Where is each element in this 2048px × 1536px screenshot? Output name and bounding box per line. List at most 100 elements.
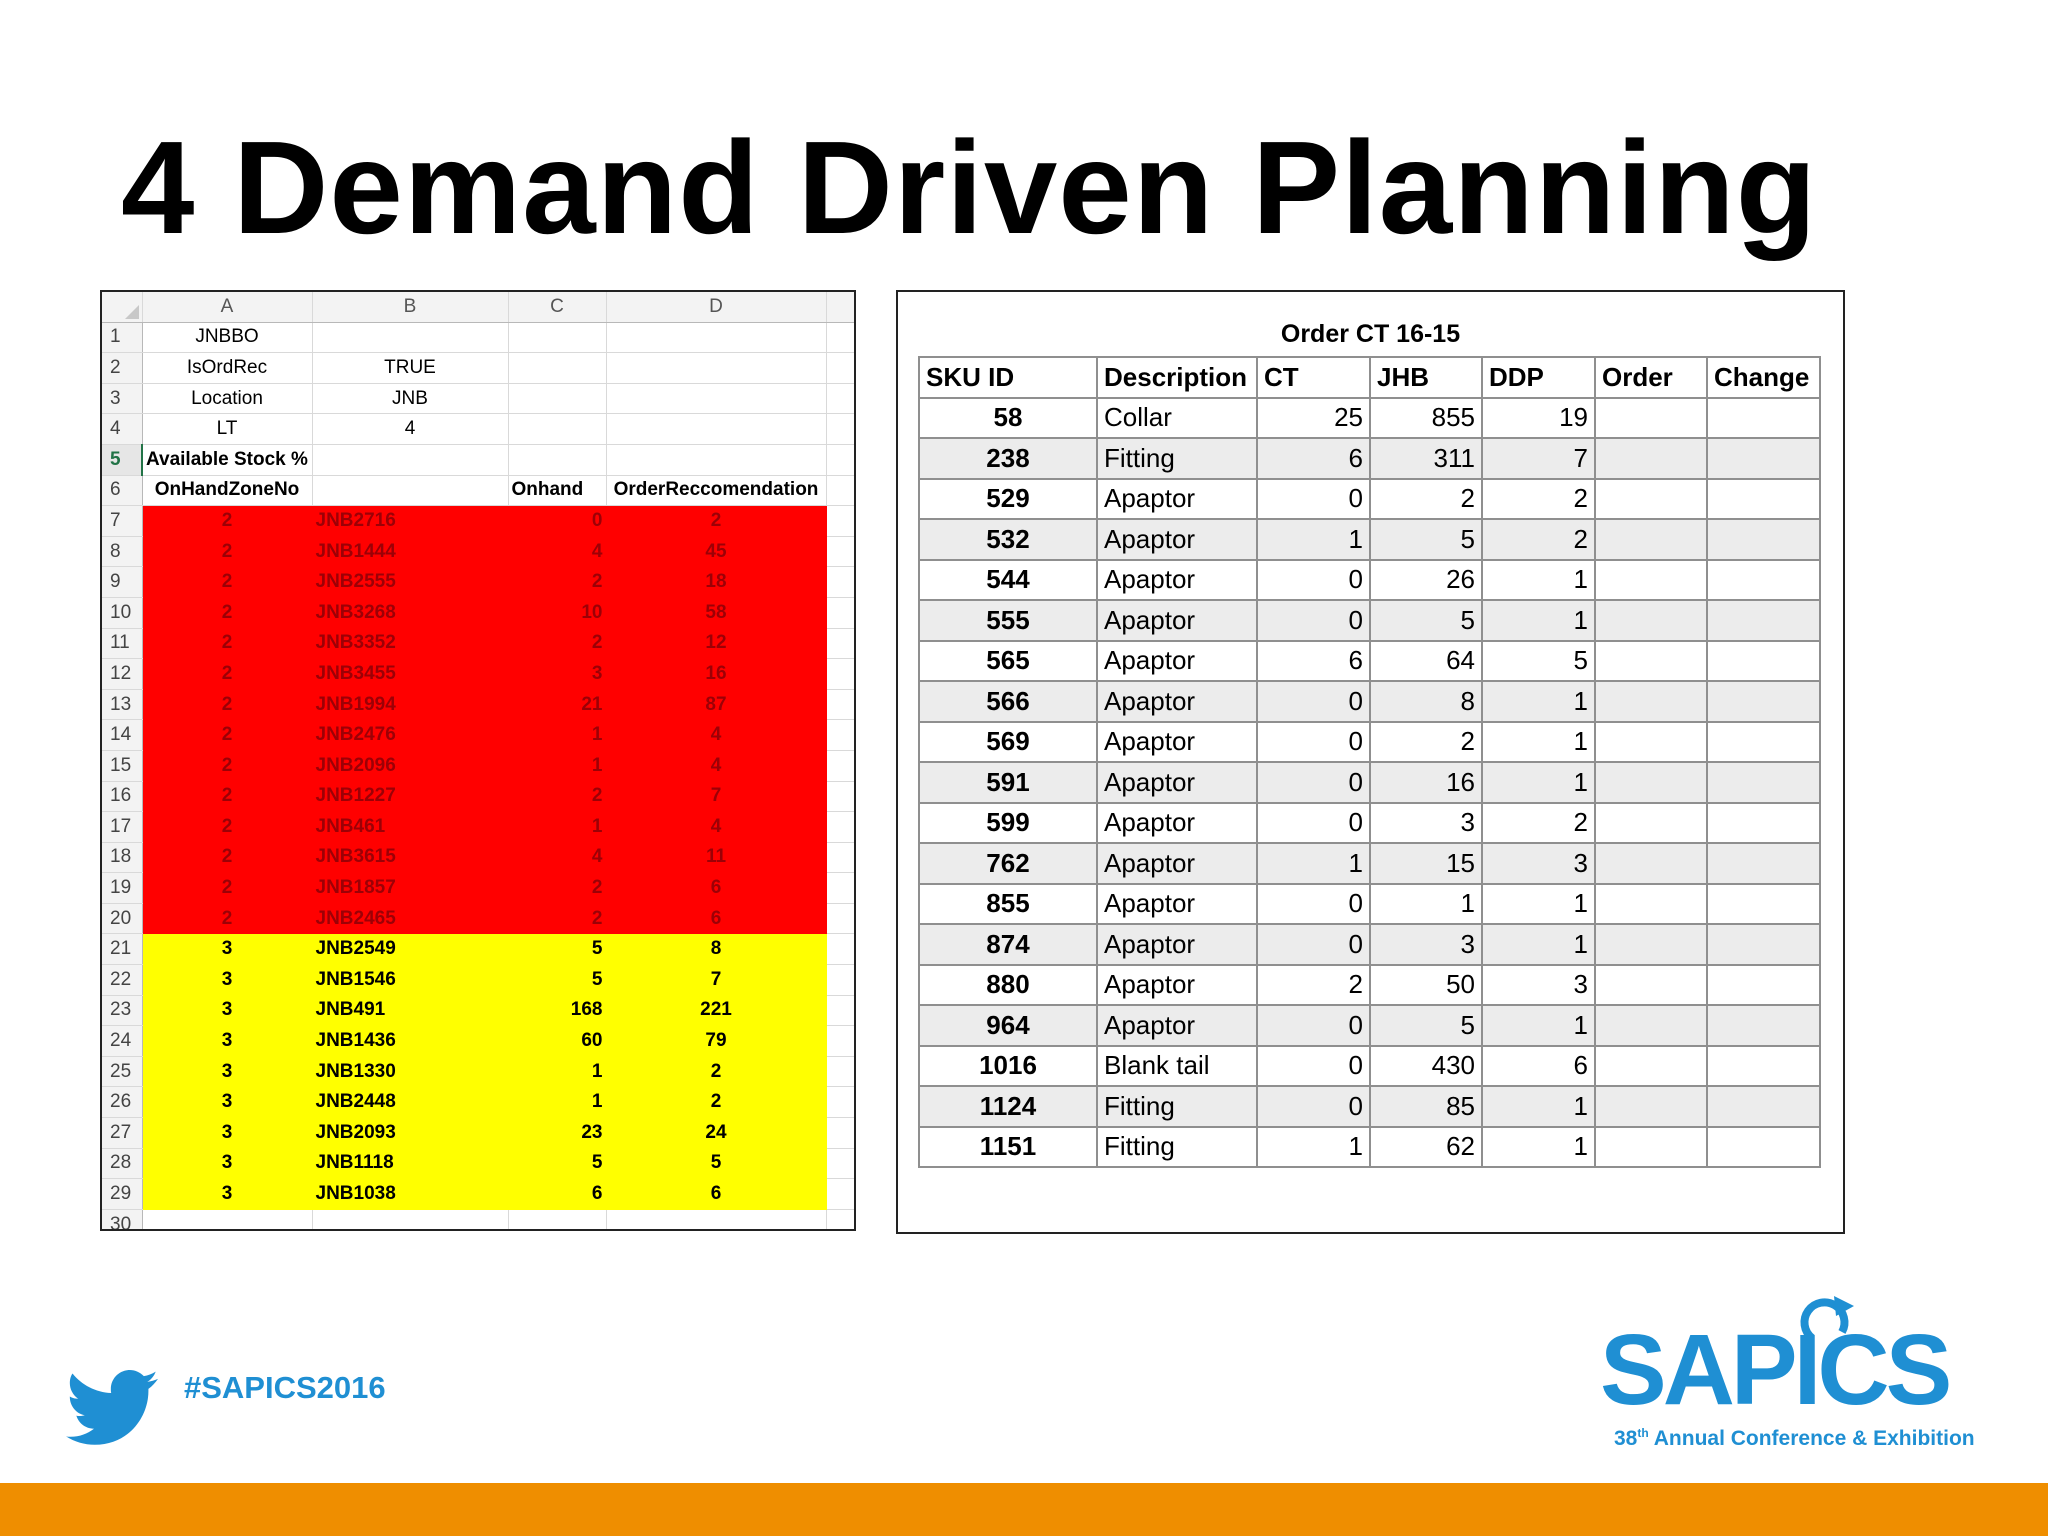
row-header[interactable]: 4 bbox=[102, 413, 143, 445]
empty-cell[interactable] bbox=[508, 1209, 607, 1229]
cell-order-recommendation[interactable]: 4 bbox=[606, 719, 827, 751]
cell-onhand[interactable]: 168 bbox=[508, 995, 607, 1027]
cell-order-recommendation[interactable]: 221 bbox=[606, 995, 827, 1027]
cell-zone[interactable]: 2 bbox=[142, 872, 313, 904]
cell-e[interactable] bbox=[826, 903, 854, 935]
cell-onhand[interactable]: 5 bbox=[508, 964, 607, 996]
row-header[interactable]: 30 bbox=[102, 1209, 143, 1229]
cell-change[interactable] bbox=[1706, 518, 1821, 561]
cell-zone[interactable]: 2 bbox=[142, 719, 313, 751]
cell-onhand[interactable]: 23 bbox=[508, 1117, 607, 1149]
cell-e[interactable] bbox=[826, 872, 854, 904]
cell-zone[interactable]: 3 bbox=[142, 1148, 313, 1180]
cell-order-recommendation[interactable]: 2 bbox=[606, 1056, 827, 1088]
cell-sku[interactable]: JNB1330 bbox=[312, 1056, 509, 1088]
cell-zone[interactable]: 3 bbox=[142, 1178, 313, 1210]
cell-change[interactable] bbox=[1706, 1004, 1821, 1047]
cell-sku[interactable]: JNB2096 bbox=[312, 750, 509, 782]
row-header[interactable]: 12 bbox=[102, 658, 143, 690]
cell-onhand[interactable]: 1 bbox=[508, 1056, 607, 1088]
cell-change[interactable] bbox=[1706, 801, 1821, 844]
cell-e[interactable] bbox=[826, 352, 854, 384]
cell-sku[interactable]: JNB3615 bbox=[312, 842, 509, 874]
cell-e[interactable] bbox=[826, 750, 854, 782]
cell-order-recommendation[interactable]: 87 bbox=[606, 689, 827, 721]
cell-e[interactable] bbox=[826, 719, 854, 751]
cell-zone[interactable]: 2 bbox=[142, 781, 313, 813]
row-header[interactable]: 1 bbox=[102, 322, 143, 354]
cell-zone[interactable]: 2 bbox=[142, 689, 313, 721]
row-header[interactable]: 28 bbox=[102, 1148, 143, 1180]
cell-onhand[interactable]: 5 bbox=[508, 933, 607, 966]
cell-c[interactable] bbox=[508, 383, 607, 415]
cell-d[interactable] bbox=[606, 383, 827, 415]
cell-c[interactable] bbox=[508, 352, 607, 384]
cell-change[interactable] bbox=[1706, 1125, 1821, 1168]
cell-sku[interactable]: JNB1994 bbox=[312, 689, 509, 721]
cell-e[interactable] bbox=[826, 1086, 854, 1119]
cell-order[interactable] bbox=[1594, 1085, 1708, 1128]
cell-change[interactable] bbox=[1706, 477, 1821, 520]
cell-b[interactable] bbox=[312, 444, 509, 476]
cell-e[interactable] bbox=[826, 1178, 854, 1210]
cell-b[interactable] bbox=[312, 475, 509, 507]
row-header[interactable]: 3 bbox=[102, 383, 143, 415]
cell-sku[interactable]: JNB2465 bbox=[312, 903, 509, 935]
cell-a[interactable]: JNBBO bbox=[142, 322, 313, 354]
cell-d[interactable] bbox=[606, 444, 827, 476]
cell-order[interactable] bbox=[1594, 680, 1708, 723]
cell-e[interactable] bbox=[826, 1056, 854, 1088]
cell-order-recommendation[interactable]: 6 bbox=[606, 872, 827, 904]
cell-e[interactable] bbox=[826, 383, 854, 415]
cell-change[interactable] bbox=[1706, 923, 1821, 966]
column-header-a[interactable]: A bbox=[142, 292, 313, 323]
empty-cell[interactable] bbox=[142, 1209, 313, 1229]
cell-zone[interactable]: 3 bbox=[142, 1117, 313, 1149]
cell-sku[interactable]: JNB1038 bbox=[312, 1178, 509, 1210]
column-header-d[interactable]: D bbox=[606, 292, 827, 323]
cell-a[interactable]: Available Stock % bbox=[141, 444, 313, 476]
cell-e[interactable] bbox=[826, 964, 854, 996]
cell-sku[interactable]: JNB1546 bbox=[312, 964, 509, 996]
cell-onhand[interactable]: 2 bbox=[508, 566, 607, 598]
cell-sku[interactable]: JNB1857 bbox=[312, 872, 509, 904]
cell-change[interactable] bbox=[1706, 1085, 1821, 1128]
cell-e[interactable] bbox=[826, 413, 854, 445]
row-header[interactable]: 26 bbox=[102, 1086, 143, 1119]
cell-change[interactable] bbox=[1706, 963, 1821, 1006]
cell-order-recommendation[interactable]: 16 bbox=[606, 658, 827, 690]
cell-zone[interactable]: 2 bbox=[142, 536, 313, 568]
row-header[interactable]: 22 bbox=[102, 964, 143, 996]
cell-d[interactable] bbox=[606, 352, 827, 384]
row-header[interactable]: 2 bbox=[102, 352, 143, 384]
cell-order-recommendation[interactable]: 5 bbox=[606, 1148, 827, 1180]
empty-cell[interactable] bbox=[312, 1209, 509, 1229]
row-header[interactable]: 18 bbox=[102, 842, 143, 874]
cell-order-recommendation[interactable]: 6 bbox=[606, 1178, 827, 1210]
cell-e[interactable] bbox=[826, 689, 854, 721]
cell-e[interactable] bbox=[826, 842, 854, 874]
cell-zone[interactable]: 3 bbox=[142, 1025, 313, 1057]
cell-sku[interactable]: JNB1118 bbox=[312, 1148, 509, 1180]
cell-change[interactable] bbox=[1706, 1044, 1821, 1087]
cell-a[interactable]: LT bbox=[142, 413, 313, 445]
cell-onhand[interactable]: 21 bbox=[508, 689, 607, 721]
cell-e[interactable] bbox=[826, 1148, 854, 1180]
cell-order-recommendation[interactable]: 4 bbox=[606, 750, 827, 782]
cell-zone[interactable]: 2 bbox=[142, 628, 313, 660]
cell-onhand[interactable]: 2 bbox=[508, 628, 607, 660]
cell-sku[interactable]: JNB1444 bbox=[312, 536, 509, 568]
cell-sku[interactable]: JNB2476 bbox=[312, 719, 509, 751]
cell-a[interactable]: IsOrdRec bbox=[142, 352, 313, 384]
cell-sku[interactable]: JNB1436 bbox=[312, 1025, 509, 1057]
cell-order-recommendation[interactable]: 6 bbox=[606, 903, 827, 935]
cell-order[interactable] bbox=[1594, 801, 1708, 844]
cell-onhand[interactable]: 2 bbox=[508, 903, 607, 935]
row-header[interactable]: 8 bbox=[102, 536, 143, 568]
cell-change[interactable] bbox=[1706, 842, 1821, 885]
cell-c[interactable]: Onhand bbox=[508, 475, 607, 507]
cell-order[interactable] bbox=[1594, 558, 1708, 601]
cell-order-recommendation[interactable]: 24 bbox=[606, 1117, 827, 1149]
cell-order[interactable] bbox=[1594, 1004, 1708, 1047]
cell-e[interactable] bbox=[826, 597, 854, 629]
